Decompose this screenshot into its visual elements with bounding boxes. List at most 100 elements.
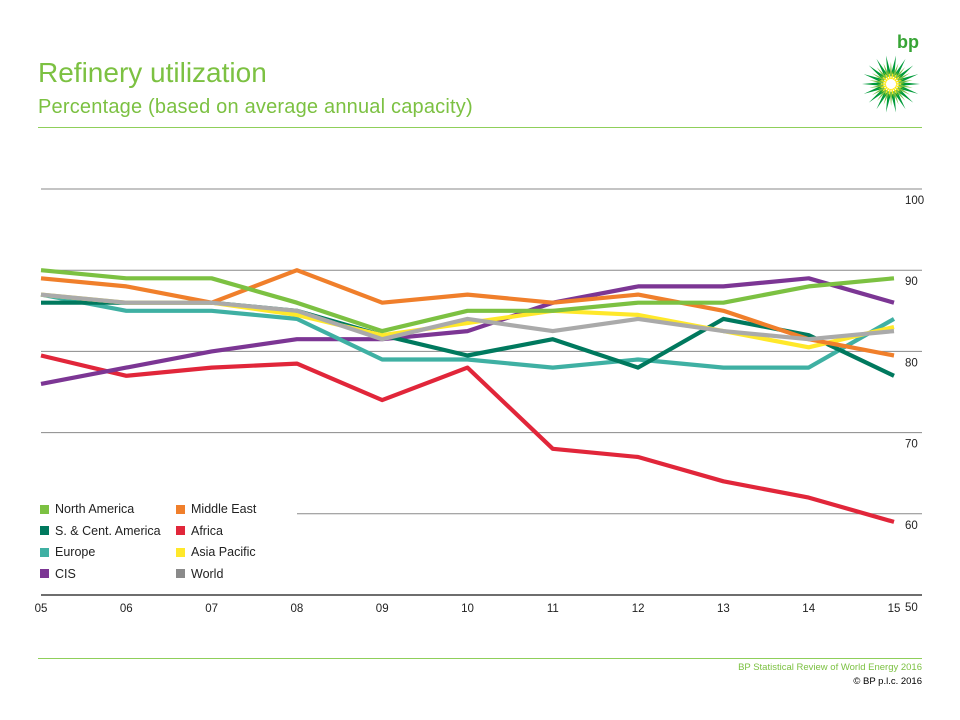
series-line-cis <box>40 276 895 386</box>
helios-petal <box>862 82 881 86</box>
helios-petal <box>896 72 911 82</box>
legend-item: CIS <box>40 567 76 581</box>
header-divider <box>38 127 922 128</box>
helios-petal <box>880 86 888 94</box>
footer-divider <box>38 658 922 659</box>
helios-petal <box>877 83 887 85</box>
y-tick-label: 70 <box>905 439 918 451</box>
helios-center <box>886 79 896 89</box>
helios-petal <box>876 91 888 110</box>
legend-item: S. & Cent. America <box>40 524 161 538</box>
helios-petal <box>883 63 890 78</box>
legend-label: CIS <box>55 566 76 581</box>
x-tick-label: 06 <box>120 603 133 615</box>
helios-petal <box>877 84 887 89</box>
helios-petal <box>899 85 919 94</box>
helios-petal <box>897 89 914 103</box>
legend-item: Asia Pacific <box>176 545 256 559</box>
y-tick-label: 50 <box>905 602 918 614</box>
x-tick-label: 10 <box>461 603 474 615</box>
legend-item: World <box>176 567 223 581</box>
footer-source: BP Statistical Review of World Energy 20… <box>738 662 922 673</box>
series-line-africa <box>40 353 895 524</box>
series-line-middle-east <box>40 268 895 358</box>
legend-item: Africa <box>176 524 223 538</box>
helios-petal <box>892 71 898 81</box>
legend-swatch <box>40 504 49 514</box>
helios-petal <box>901 82 920 86</box>
helios-petal <box>892 87 899 97</box>
helios-petal <box>883 71 890 81</box>
helios-petal <box>898 84 913 88</box>
line-chart: 100 90 80 70 60 50 05 06 07 08 09 10 11 12 13 14 15 <box>35 188 924 615</box>
series-line-europe <box>40 292 896 370</box>
legend-swatch <box>176 526 185 535</box>
helios-petal <box>894 86 902 93</box>
legend-swatch <box>176 547 185 557</box>
legend-item: North America <box>40 502 134 516</box>
helios-petal <box>868 65 885 79</box>
page-subtitle: Percentage (based on average annual capa… <box>38 96 473 118</box>
legend-swatch <box>176 504 185 514</box>
legend-label: Africa <box>191 523 223 538</box>
footer-copyright: © BP p.l.c. 2016 <box>853 676 922 687</box>
helios-petal <box>888 70 891 80</box>
y-tick-label: 100 <box>905 195 924 207</box>
x-tick-label: 09 <box>376 603 389 615</box>
legend-swatch <box>40 547 49 557</box>
helios-petal <box>885 93 891 113</box>
helios-petal <box>869 80 884 84</box>
series-line-world <box>40 292 895 342</box>
x-tick-label: 14 <box>802 603 815 615</box>
x-tick-label: 15 <box>888 603 901 615</box>
legend-label: S. & Cent. America <box>55 523 161 538</box>
helios-petal <box>891 93 897 113</box>
helios-petal <box>894 58 906 77</box>
legend-label: Europe <box>55 545 96 559</box>
helios-petal <box>888 88 892 98</box>
helios-petal <box>868 89 885 103</box>
y-tick-label: 90 <box>905 276 918 288</box>
legend-item: Middle East <box>176 502 256 516</box>
helios-petal <box>895 84 905 89</box>
helios-petal <box>889 62 893 77</box>
legend-swatch <box>40 569 49 578</box>
page-title: Refinery utilization <box>38 57 267 88</box>
helios-petal <box>894 74 902 82</box>
helios-petal <box>876 89 888 101</box>
helios-petal <box>883 90 890 105</box>
helios-petal <box>894 91 906 110</box>
legend-swatch <box>40 526 49 535</box>
x-tick-label: 11 <box>547 603 559 615</box>
legend-label: World <box>191 566 224 581</box>
helios-petal <box>863 74 883 83</box>
x-tick-label: 05 <box>35 603 48 615</box>
legend-swatch <box>176 569 185 578</box>
helios-petal <box>863 85 883 94</box>
y-tick-label: 60 <box>905 520 918 532</box>
x-tick-label: 08 <box>291 603 304 615</box>
helios-petal <box>898 80 913 84</box>
legend-item: Europe <box>40 545 95 559</box>
helios-petal <box>899 74 919 83</box>
helios-petal <box>896 86 911 95</box>
legend-label: Asia Pacific <box>191 545 256 559</box>
helios-petal <box>897 65 914 79</box>
helios-petal <box>892 63 899 78</box>
bp-logo-text: bp <box>897 32 919 52</box>
helios-petal <box>876 58 888 77</box>
helios-petal <box>891 88 894 98</box>
helios-petal <box>871 73 886 82</box>
y-tick-label: 80 <box>905 357 918 369</box>
helios-petal <box>892 90 899 105</box>
helios-petal <box>869 84 884 88</box>
helios-petal <box>894 67 906 79</box>
x-tick-label: 13 <box>717 603 730 615</box>
legend-label: North America <box>55 502 135 516</box>
x-tick-label: 12 <box>632 603 645 615</box>
helios-petal <box>871 86 886 96</box>
helios-petal <box>889 91 893 106</box>
helios-petal <box>880 75 888 82</box>
series-line-north-america <box>40 268 895 334</box>
helios-petal <box>890 70 894 80</box>
